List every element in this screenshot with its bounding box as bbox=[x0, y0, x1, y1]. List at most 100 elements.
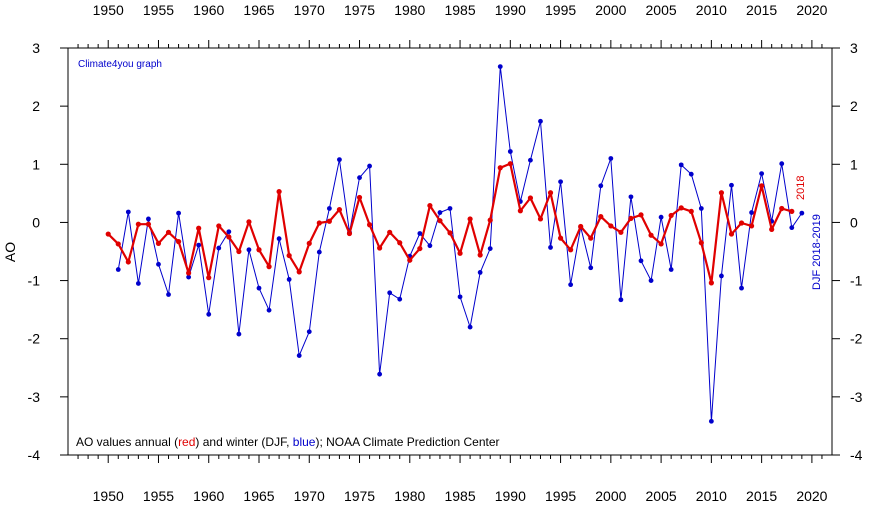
y-tick-label-left: -2 bbox=[28, 331, 41, 347]
annual-point bbox=[457, 250, 463, 256]
djf-point bbox=[658, 214, 664, 220]
y-tick-label-left: -4 bbox=[28, 447, 41, 463]
djf-point bbox=[608, 156, 614, 161]
djf-point bbox=[115, 267, 121, 272]
x-tick-label-top: 2020 bbox=[796, 2, 827, 18]
djf-point bbox=[739, 285, 744, 291]
annual-point bbox=[206, 275, 212, 281]
annual-point bbox=[638, 212, 644, 218]
caption-blue-word: blue bbox=[293, 435, 316, 449]
x-tick-label-bottom: 2000 bbox=[595, 488, 626, 504]
y-tick-label-right: -2 bbox=[850, 331, 863, 347]
djf-point bbox=[266, 307, 272, 313]
djf-point bbox=[306, 329, 312, 335]
annual-point bbox=[115, 241, 121, 247]
annual-point bbox=[377, 245, 383, 251]
y-tick-label-right: -4 bbox=[850, 447, 863, 463]
djf-point bbox=[719, 273, 724, 279]
annual-point bbox=[608, 223, 614, 229]
annual-point bbox=[497, 165, 503, 171]
annual-point bbox=[698, 240, 704, 246]
annual-point bbox=[718, 190, 725, 196]
annual-point bbox=[507, 161, 513, 167]
djf-point bbox=[598, 183, 604, 189]
djf-point bbox=[326, 206, 332, 211]
annual-point bbox=[568, 247, 574, 253]
annual-point bbox=[276, 189, 282, 195]
djf-point bbox=[497, 64, 503, 70]
caption-prefix: AO values annual ( bbox=[76, 435, 178, 449]
y-tick-label-left: 3 bbox=[32, 40, 40, 56]
djf-point bbox=[196, 242, 202, 248]
legend-label-djf: DJF 2018-2019 bbox=[811, 214, 823, 290]
djf-point bbox=[156, 261, 161, 267]
x-tick-label-top: 1970 bbox=[294, 2, 325, 18]
x-tick-label-top: 1965 bbox=[243, 2, 274, 18]
x-tick-label-bottom: 1950 bbox=[93, 488, 124, 504]
annual-point bbox=[246, 219, 252, 225]
x-tick-label-top: 1950 bbox=[93, 2, 124, 18]
annual-point bbox=[306, 240, 312, 246]
series-annual bbox=[105, 161, 795, 286]
annual-point bbox=[759, 183, 765, 189]
y-tick-label-right: 2 bbox=[850, 98, 858, 114]
x-tick-label-top: 1995 bbox=[545, 2, 576, 18]
x-tick-label-top: 2010 bbox=[696, 2, 727, 18]
x-tick-label-top: 2000 bbox=[595, 2, 626, 18]
annual-point bbox=[165, 229, 172, 235]
x-tick-label-bottom: 2005 bbox=[646, 488, 677, 504]
annual-point bbox=[397, 240, 403, 246]
annual-point bbox=[145, 221, 152, 227]
annual-point bbox=[557, 235, 564, 241]
annual-point bbox=[407, 257, 413, 263]
djf-point bbox=[296, 353, 302, 358]
annual-point bbox=[196, 225, 202, 231]
annual-point bbox=[346, 230, 353, 237]
caption-middle: ) and winter (DJF, bbox=[195, 435, 292, 449]
x-tick-label-bottom: 1955 bbox=[143, 488, 174, 504]
djf-point bbox=[427, 243, 433, 249]
annual-point bbox=[779, 205, 785, 212]
djf-point bbox=[538, 118, 543, 124]
x-tick-label-top: 1980 bbox=[394, 2, 425, 18]
x-tick-label-bottom: 1985 bbox=[444, 488, 475, 504]
djf-point bbox=[276, 236, 282, 242]
djf-point bbox=[779, 161, 785, 167]
djf-point bbox=[568, 282, 574, 288]
x-tick-label-bottom: 2020 bbox=[796, 488, 827, 504]
annual-point bbox=[477, 252, 483, 258]
djf-point bbox=[256, 285, 262, 291]
annual-point bbox=[326, 218, 332, 224]
x-tick-label-top: 2015 bbox=[746, 2, 777, 18]
djf-point bbox=[286, 277, 292, 282]
djf-point bbox=[528, 157, 533, 163]
djf-point bbox=[618, 297, 624, 303]
djf-point bbox=[698, 206, 704, 211]
annual-point bbox=[658, 241, 664, 247]
annual-point bbox=[618, 229, 624, 235]
djf-point bbox=[216, 245, 222, 251]
x-tick-label-top: 1990 bbox=[495, 2, 526, 18]
annual-point bbox=[547, 190, 554, 196]
y-tick-label-right: 3 bbox=[850, 40, 858, 56]
y-tick-label-left: -1 bbox=[28, 273, 41, 289]
y-tick-label-left: 2 bbox=[32, 98, 40, 114]
annual-point bbox=[588, 235, 594, 241]
y-tick-label-right: -1 bbox=[850, 273, 863, 289]
x-tick-label-bottom: 1970 bbox=[294, 488, 325, 504]
y-axis-label: AO bbox=[2, 242, 18, 262]
annual-point bbox=[769, 226, 775, 233]
annual-point bbox=[427, 202, 433, 209]
djf-point bbox=[678, 162, 684, 168]
annual-point bbox=[366, 222, 373, 228]
djf-point bbox=[437, 210, 443, 215]
djf-point bbox=[135, 281, 141, 286]
annual-point bbox=[678, 205, 684, 211]
djf-point bbox=[708, 418, 714, 424]
annual-point bbox=[286, 252, 292, 259]
caption-text: AO values annual (red) and winter (DJF, … bbox=[76, 435, 500, 449]
djf-point bbox=[789, 225, 795, 231]
annual-point bbox=[537, 216, 544, 222]
annual-point bbox=[186, 270, 192, 276]
x-tick-label-bottom: 2010 bbox=[696, 488, 727, 504]
